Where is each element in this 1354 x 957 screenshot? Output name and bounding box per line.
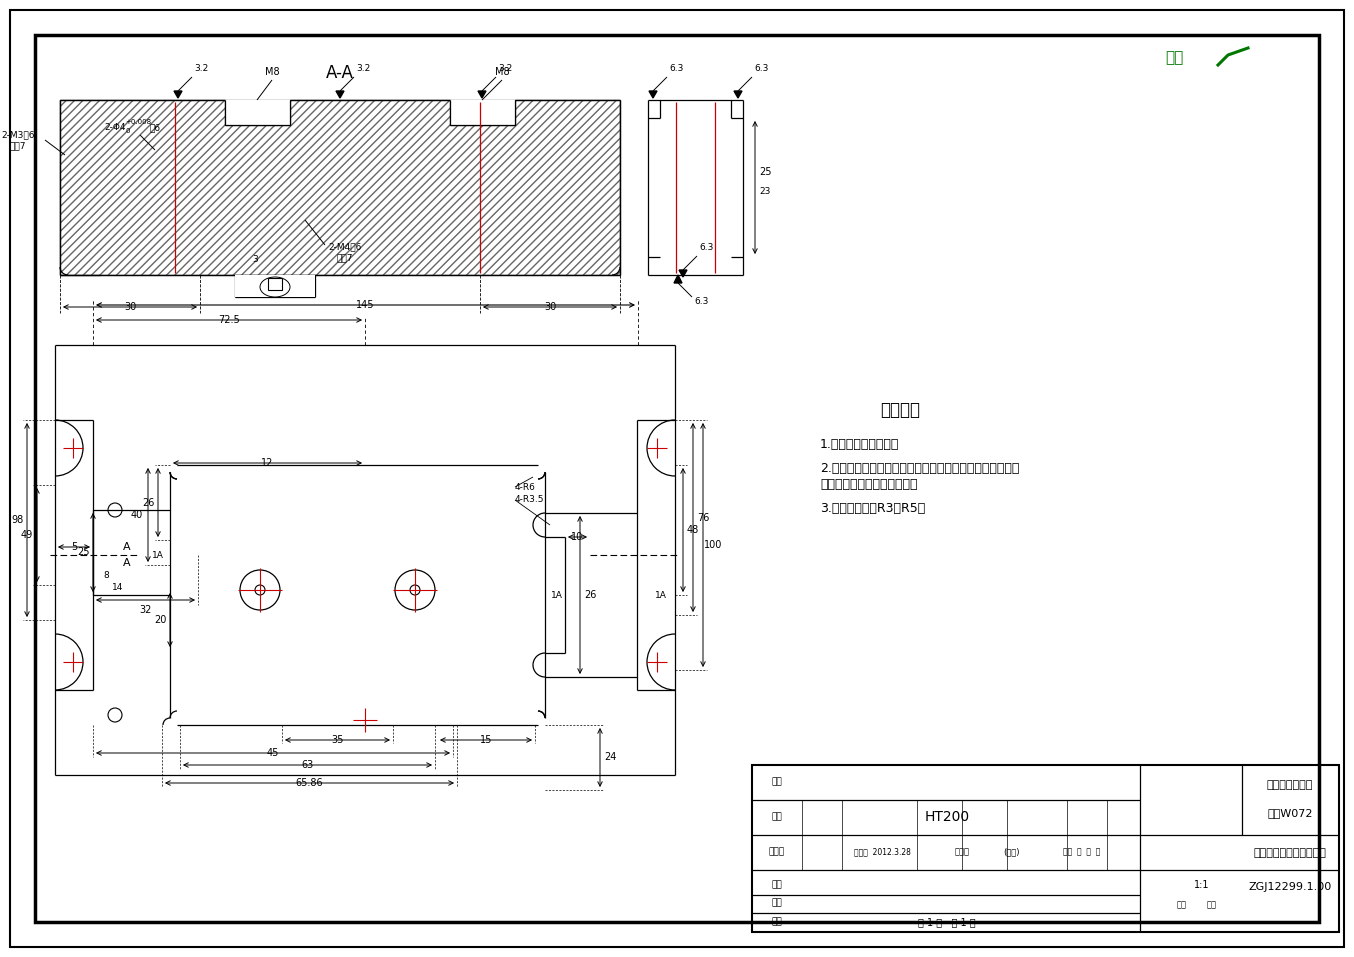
Text: 批准  年  月  日: 批准 年 月 日 (1063, 848, 1101, 857)
Text: 学号: 学号 (772, 899, 783, 907)
Text: 冒口应清理与铸件表面齐平。: 冒口应清理与铸件表面齐平。 (821, 478, 918, 492)
Text: 2-Φ4: 2-Φ4 (104, 123, 126, 132)
Text: 深6: 深6 (150, 123, 161, 132)
Text: A-A: A-A (326, 64, 353, 82)
Text: +0.008: +0.008 (125, 119, 152, 125)
Text: 3.未注圆角半径R3、R5。: 3.未注圆角半径R3、R5。 (821, 501, 925, 515)
Polygon shape (678, 270, 686, 277)
Text: 制图: 制图 (772, 812, 783, 821)
Text: 机电W072: 机电W072 (1267, 808, 1313, 818)
Text: 4-R6: 4-R6 (515, 482, 536, 492)
Text: 孔深7: 孔深7 (9, 142, 26, 150)
Text: 3.2: 3.2 (356, 64, 370, 73)
Text: 30: 30 (544, 302, 556, 312)
Text: 20: 20 (154, 615, 167, 625)
Text: 45: 45 (267, 748, 279, 758)
Bar (236, 275, 315, 297)
Polygon shape (336, 91, 344, 98)
Bar (268, 278, 282, 290)
Text: 24: 24 (604, 752, 616, 762)
Text: 0: 0 (125, 128, 130, 134)
Text: 100: 100 (704, 540, 722, 550)
Text: 10: 10 (571, 532, 584, 542)
Text: 25: 25 (77, 547, 89, 557)
Text: 6.3: 6.3 (699, 243, 714, 252)
Text: 孔深7: 孔深7 (337, 254, 353, 262)
Text: 审核: 审核 (772, 777, 783, 787)
Text: 比例: 比例 (1206, 901, 1217, 909)
Text: 3: 3 (252, 256, 257, 264)
Text: 25: 25 (758, 167, 772, 177)
Polygon shape (649, 91, 657, 98)
Text: 6.3: 6.3 (695, 297, 708, 305)
Text: (签名): (签名) (1003, 848, 1021, 857)
Text: 3.2: 3.2 (194, 64, 209, 73)
Text: 12: 12 (261, 458, 274, 468)
Polygon shape (175, 91, 181, 98)
Ellipse shape (260, 277, 290, 297)
Bar (60, 100, 620, 275)
Text: 23: 23 (760, 188, 770, 196)
Text: 65.86: 65.86 (295, 778, 324, 788)
Bar (751, 765, 1339, 932)
Text: 49: 49 (20, 530, 32, 540)
Text: 145: 145 (356, 300, 375, 310)
Text: A: A (123, 558, 131, 568)
Text: 40: 40 (131, 510, 144, 520)
Text: 其余: 其余 (1164, 51, 1183, 65)
Text: 63: 63 (302, 760, 314, 770)
Text: 审核: 审核 (772, 880, 783, 889)
Text: 26: 26 (584, 590, 596, 600)
Text: 重量: 重量 (1177, 901, 1187, 909)
Bar (225, 100, 290, 125)
Text: 1A: 1A (551, 590, 563, 599)
Text: 技术要求: 技术要求 (880, 401, 919, 419)
Text: 责任者: 责任者 (769, 848, 785, 857)
Text: 共 1 張   第 1 張: 共 1 張 第 1 張 (918, 917, 976, 927)
Text: 76: 76 (697, 513, 709, 523)
Text: 气门摇杆轴支座铣夹具体: 气门摇杆轴支座铣夹具体 (1254, 848, 1327, 858)
Text: 5: 5 (70, 542, 77, 552)
Text: 8: 8 (103, 570, 108, 580)
Text: 4-R3.5: 4-R3.5 (515, 496, 544, 504)
Text: M8: M8 (264, 67, 279, 77)
Text: 32: 32 (139, 605, 152, 615)
Text: 72.5: 72.5 (218, 315, 240, 325)
Text: 35: 35 (332, 735, 344, 745)
Polygon shape (734, 91, 742, 98)
Text: 30: 30 (123, 302, 137, 312)
Text: 1A: 1A (152, 550, 164, 560)
Polygon shape (478, 91, 486, 98)
Text: 15: 15 (479, 735, 493, 745)
Text: 标准化: 标准化 (955, 848, 969, 857)
Text: 工艺: 工艺 (772, 918, 783, 926)
Text: 1:1: 1:1 (1194, 880, 1209, 890)
Polygon shape (674, 275, 682, 283)
Text: 1A: 1A (655, 590, 668, 599)
Bar (450, 100, 515, 125)
Text: 佐名者  2012.3.28: 佐名者 2012.3.28 (853, 848, 910, 857)
Text: M8: M8 (494, 67, 509, 77)
Text: 1.进行高温时效处理。: 1.进行高温时效处理。 (821, 438, 899, 452)
Text: ZGJ12299.1.00: ZGJ12299.1.00 (1248, 882, 1331, 892)
Text: 26: 26 (142, 498, 154, 508)
Text: 14: 14 (112, 583, 123, 591)
Text: A: A (123, 542, 131, 552)
Text: 48: 48 (686, 525, 699, 535)
Text: 镇江高专机械系: 镇江高专机械系 (1267, 780, 1313, 790)
Text: 98: 98 (11, 515, 23, 525)
Text: 6.3: 6.3 (754, 64, 768, 73)
Text: 2-M3深6: 2-M3深6 (1, 130, 35, 140)
Text: 6.3: 6.3 (669, 64, 684, 73)
Text: 2.铸件应清理干净，不得有毛刺、飞边，非加工表明上的浇: 2.铸件应清理干净，不得有毛刺、飞边，非加工表明上的浇 (821, 461, 1020, 475)
Text: 2-M4深6: 2-M4深6 (328, 242, 362, 252)
Text: 3.2: 3.2 (498, 64, 512, 73)
Text: HT200: HT200 (925, 810, 969, 824)
